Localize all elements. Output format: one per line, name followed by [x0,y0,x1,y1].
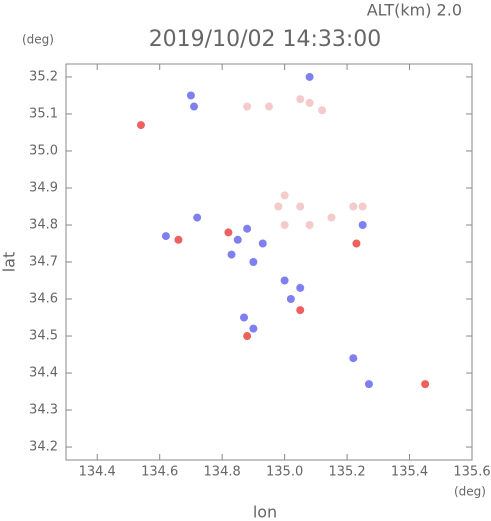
echo-point [243,224,252,233]
plot-frame [65,63,473,461]
echo-point [318,106,327,115]
echo-point [240,313,249,322]
echo-point [358,202,367,211]
y-tick-label: 34.2 [29,440,58,455]
x-tick-label: 135.4 [391,465,428,480]
echo-point [136,121,145,130]
echo-point [286,295,295,304]
x-axis-label: lon [253,503,277,521]
echo-point [349,354,358,363]
echo-point [249,258,258,266]
echo-point [296,202,305,211]
echo-point [349,202,358,211]
echo-point [421,380,430,389]
echo-point [364,380,373,389]
echo-point [186,91,195,100]
echo-point [305,98,314,107]
echo-point [352,239,361,248]
echo-point [296,306,305,315]
x-tick-label: 135.0 [266,465,303,480]
y-tick-label: 34.7 [29,255,58,270]
x-tick-label: 134.6 [141,465,178,480]
subtitle: ALT(km) 2.0 [367,1,462,20]
y-tick-label: 35.2 [29,69,58,84]
echo-point [280,191,289,200]
echo-point [233,235,242,244]
x-tick-label: 134.4 [79,465,116,480]
y-tick-label: 35.1 [29,106,58,121]
echo-point [280,220,289,229]
y-tick-label: 34.5 [29,329,58,344]
echo-point [174,235,183,244]
y-tick-label: 34.9 [29,180,58,195]
echo-point [358,220,367,229]
echo-point [296,95,305,104]
echo-point [280,276,289,285]
x-tick-label: 135.2 [328,465,365,480]
echo-point [296,283,305,292]
y-axis-label: lat [0,252,19,273]
echo-point [249,324,258,333]
echo-point [224,228,233,237]
x-tick-label: 135.6 [453,465,490,480]
chart-title: 2019/10/02 14:33:00 [149,27,382,52]
y-unit: (deg) [22,33,54,47]
y-tick-label: 34.4 [29,366,58,381]
echo-point [327,213,336,222]
x-unit: (deg) [454,485,486,499]
echo-point [193,213,202,222]
echo-point [161,232,170,241]
y-tick-label: 34.3 [29,403,58,418]
echo-point [265,102,273,111]
echo-point [274,202,283,211]
echo-point [190,102,199,111]
echo-point [243,102,252,111]
echo-point [227,250,236,259]
echo-point [305,72,314,81]
echo-point [305,220,314,229]
echo-point [258,239,267,248]
y-tick-label: 35.0 [29,143,58,158]
y-tick-label: 34.6 [29,292,58,307]
y-tick-label: 34.8 [29,217,58,232]
echo-point [243,332,252,341]
x-tick-label: 134.8 [204,465,241,480]
